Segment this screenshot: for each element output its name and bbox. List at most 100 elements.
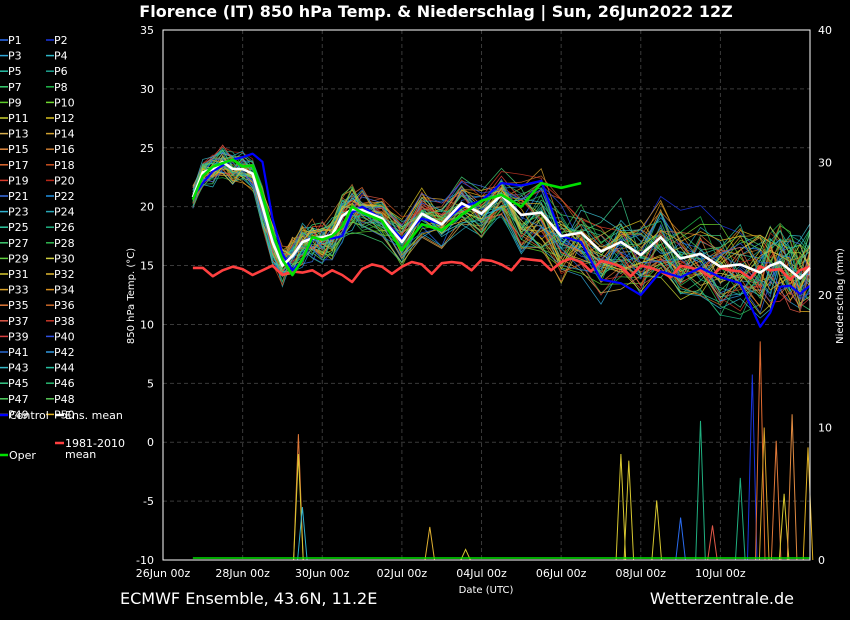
legend: P1 P2 P3 P4 P5 P6 P7 P8 P9 P10 P11 P12 P13 P14 P15 P16 P…: [0, 34, 125, 462]
legend-label: P35: [8, 299, 29, 312]
legend-label: P10: [54, 96, 75, 109]
precip-spike: [758, 427, 770, 561]
footer-model-info: ECMWF Ensemble, 43.6N, 11.2E: [120, 589, 377, 608]
y-tick-label: 15: [140, 260, 154, 273]
precip-spike: [293, 453, 304, 561]
legend-label: P43: [8, 362, 29, 375]
x-tick-label: 08Jul 00z: [616, 567, 667, 580]
legend-label: P31: [8, 268, 29, 281]
precipitation-spikes: [192, 341, 814, 561]
legend-label: P16: [54, 143, 75, 156]
main-series-lines: [191, 152, 811, 328]
legend-label: P28: [54, 237, 75, 250]
legend-label: P25: [8, 221, 29, 234]
precip-spike: [778, 493, 790, 561]
x-axis-ticks: 26Jun 00z 28Jun 00z 30Jun 00z 02Jul 00z 04Ju…: [136, 567, 746, 580]
y2-tick-label: 30: [818, 157, 832, 170]
x-tick-label: 28Jun 00z: [215, 567, 270, 580]
legend-label: P21: [8, 190, 29, 203]
legend-label: P5: [8, 65, 22, 78]
y-tick-label: 25: [140, 142, 154, 155]
precip-spike: [747, 374, 758, 561]
y-tick-label: 30: [140, 83, 154, 96]
y-tick-label: 35: [140, 24, 154, 37]
x-tick-label: 10Jul 00z: [695, 567, 746, 580]
legend-label: P36: [54, 299, 75, 312]
legend-label: P13: [8, 128, 29, 141]
precip-spike: [293, 434, 304, 561]
legend-label: P45: [8, 377, 29, 390]
y-tick-label: -10: [136, 554, 154, 567]
legend-label: P9: [8, 96, 22, 109]
legend-label: Oper: [9, 449, 36, 462]
legend-label: Control: [9, 409, 49, 422]
precip-spike: [615, 453, 627, 561]
member-line: [192, 160, 811, 317]
y2-axis-ticks: 0 10 20 30 40: [818, 24, 832, 567]
plot-frame: [162, 29, 811, 561]
grid-lines: [162, 29, 810, 561]
y2-tick-label: 40: [818, 24, 832, 37]
y-tick-label: 5: [147, 377, 154, 390]
y-tick-label: -5: [143, 495, 154, 508]
x-tick-label: 26Jun 00z: [136, 567, 191, 580]
legend-label: mean: [65, 448, 96, 461]
y2-axis-label: Niederschlag (mm): [835, 248, 846, 344]
legend-label: P46: [54, 377, 75, 390]
x-axis-label: Date (UTC): [459, 585, 514, 596]
legend-label: P12: [54, 112, 75, 125]
legend-label: P3: [8, 50, 22, 63]
precip-spike: [297, 506, 308, 561]
legend-label: P32: [54, 268, 75, 281]
precip-spike: [623, 460, 635, 561]
x-tick-label: 06Jul 00z: [536, 567, 587, 580]
legend-label: P33: [8, 284, 29, 297]
legend-label: P50: [54, 408, 75, 421]
precip-spike: [424, 526, 435, 561]
legend-label: P29: [8, 252, 29, 265]
legend-label: P42: [54, 346, 75, 359]
precip-spike: [460, 548, 471, 561]
precip-spike: [735, 477, 746, 561]
legend-label: P34: [54, 284, 75, 297]
legend-label: P14: [54, 128, 75, 141]
legend-label: Ens. mean: [65, 409, 123, 422]
legend-label: P6: [54, 65, 68, 78]
legend-label: 1981-2010: [65, 437, 125, 450]
precip-spike: [675, 517, 686, 561]
legend-label: P27: [8, 237, 29, 250]
legend-label: P17: [8, 159, 29, 172]
y-axis-label: 850 hPa Temp. (°C): [126, 248, 137, 344]
precip-spike: [651, 500, 662, 561]
footer-source: Wetterzentrale.de: [650, 589, 794, 608]
y-tick-label: 10: [140, 318, 154, 331]
precip-spike: [786, 414, 798, 561]
legend-label: P7: [8, 81, 22, 94]
legend-label: P41: [8, 346, 29, 359]
legend-label: P18: [54, 159, 75, 172]
legend-label: P8: [54, 81, 68, 94]
y2-tick-label: 20: [818, 289, 832, 302]
y-axis-ticks: -10 -5 0 5 10 15 20 25 30 35: [136, 24, 154, 567]
legend-label: P39: [8, 330, 29, 343]
y-tick-label: 0: [147, 436, 154, 449]
ensemble-member-lines: [192, 144, 811, 320]
y-tick-label: 20: [140, 201, 154, 214]
legend-label: P23: [8, 206, 29, 219]
precip-spike: [802, 447, 814, 561]
precip-spike: [695, 420, 706, 561]
legend-label: P11: [8, 112, 29, 125]
legend-label: P38: [54, 315, 75, 328]
legend-label: P40: [54, 330, 75, 343]
legend-label: P2: [54, 34, 68, 47]
legend-label: P19: [8, 174, 29, 187]
precip-spike: [755, 341, 766, 561]
x-tick-label: 30Jun 00z: [295, 567, 350, 580]
legend-label: P30: [54, 252, 75, 265]
series-line-ens-mean: [191, 160, 811, 280]
legend-label: P49: [8, 408, 29, 421]
legend-label: P44: [54, 362, 75, 375]
legend-label: P4: [54, 50, 68, 63]
x-tick-label: 02Jul 00z: [377, 567, 428, 580]
